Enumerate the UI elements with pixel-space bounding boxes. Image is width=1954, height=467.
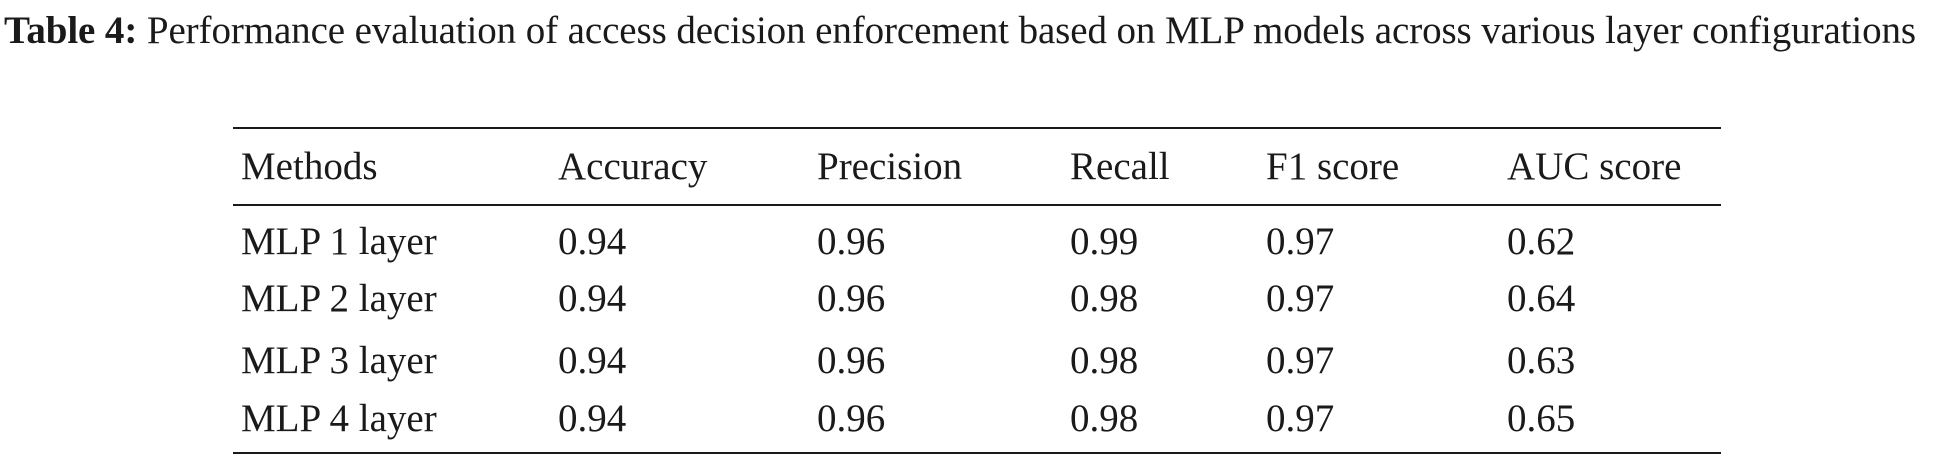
cell-f1-score: 0.97 xyxy=(1266,276,1335,320)
cell-recall: 0.98 xyxy=(1062,391,1258,454)
cell-recall: 0.99 xyxy=(1070,220,1139,263)
cell-accuracy: 0.94 xyxy=(558,220,627,263)
table-caption: Table 4: Performance evaluation of acces… xyxy=(4,2,1950,59)
cell-auc-score: 0.65 xyxy=(1499,391,1721,454)
results-table: Methods Accuracy Precision Recall F1 sco… xyxy=(233,127,1721,454)
cell-accuracy: 0.94 xyxy=(558,276,627,320)
results-table-container: Methods Accuracy Precision Recall F1 sco… xyxy=(233,127,1721,454)
cell-precision: 0.96 xyxy=(817,338,886,382)
table-row: MLP 4 layer 0.94 0.96 0.98 0.97 0.65 xyxy=(233,391,1721,454)
cell-precision: 0.96 xyxy=(809,391,1062,454)
table-row: MLP 2 layer 0.94 0.96 0.98 0.97 0.64 xyxy=(233,267,1721,329)
cell-precision: 0.96 xyxy=(817,220,886,263)
cell-method: MLP 3 layer xyxy=(241,338,437,382)
table-header: Methods Accuracy Precision Recall F1 sco… xyxy=(233,127,1721,206)
cell-auc-score: 0.63 xyxy=(1507,338,1576,382)
cell-method: MLP 1 layer xyxy=(241,220,437,263)
cell-method: MLP 4 layer xyxy=(233,391,550,454)
cell-auc-score: 0.64 xyxy=(1507,276,1576,320)
caption-label: Table 4: xyxy=(4,9,138,52)
cell-f1-score: 0.97 xyxy=(1266,220,1335,263)
header-accuracy: Accuracy xyxy=(550,127,809,206)
cell-f1-score: 0.97 xyxy=(1258,391,1499,454)
header-recall: Recall xyxy=(1062,127,1258,206)
header-methods: Methods xyxy=(233,127,550,206)
table-body: MLP 1 layer 0.94 0.96 0.99 0.97 0.62 MLP… xyxy=(233,205,1721,454)
cell-accuracy: 0.94 xyxy=(550,391,809,454)
header-precision: Precision xyxy=(809,127,1062,206)
header-row: Methods Accuracy Precision Recall F1 sco… xyxy=(233,127,1721,206)
cell-precision: 0.96 xyxy=(817,276,886,320)
table-row: MLP 1 layer 0.94 0.96 0.99 0.97 0.62 xyxy=(233,205,1721,267)
cell-f1-score: 0.97 xyxy=(1266,338,1335,382)
header-auc-score: AUC score xyxy=(1499,127,1721,206)
table-row: MLP 3 layer 0.94 0.96 0.98 0.97 0.63 xyxy=(233,329,1721,391)
caption-text: Performance evaluation of access decisio… xyxy=(137,9,1917,52)
cell-method: MLP 2 layer xyxy=(241,276,437,320)
cell-recall: 0.98 xyxy=(1070,338,1139,382)
cell-recall: 0.98 xyxy=(1070,276,1139,320)
cell-auc-score: 0.62 xyxy=(1507,220,1576,263)
header-f1-score: F1 score xyxy=(1258,127,1499,206)
cell-accuracy: 0.94 xyxy=(558,338,627,382)
